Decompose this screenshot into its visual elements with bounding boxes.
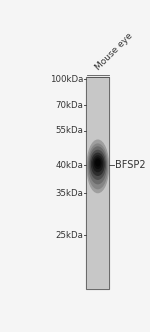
Text: 35kDa: 35kDa: [55, 189, 83, 198]
Ellipse shape: [96, 160, 100, 166]
Ellipse shape: [93, 156, 102, 172]
Bar: [86, 77, 110, 289]
Text: 55kDa: 55kDa: [55, 126, 83, 135]
Bar: [86, 77, 110, 289]
Text: 100kDa: 100kDa: [50, 75, 83, 84]
Ellipse shape: [87, 140, 108, 193]
Text: Mouse eye: Mouse eye: [93, 31, 134, 72]
Ellipse shape: [88, 144, 107, 189]
Ellipse shape: [90, 150, 105, 179]
Text: BFSP2: BFSP2: [115, 160, 146, 170]
Text: 40kDa: 40kDa: [55, 161, 83, 170]
Ellipse shape: [95, 158, 101, 168]
Ellipse shape: [92, 153, 104, 175]
Text: 25kDa: 25kDa: [55, 231, 83, 240]
Ellipse shape: [89, 147, 106, 184]
Text: 70kDa: 70kDa: [55, 101, 83, 110]
